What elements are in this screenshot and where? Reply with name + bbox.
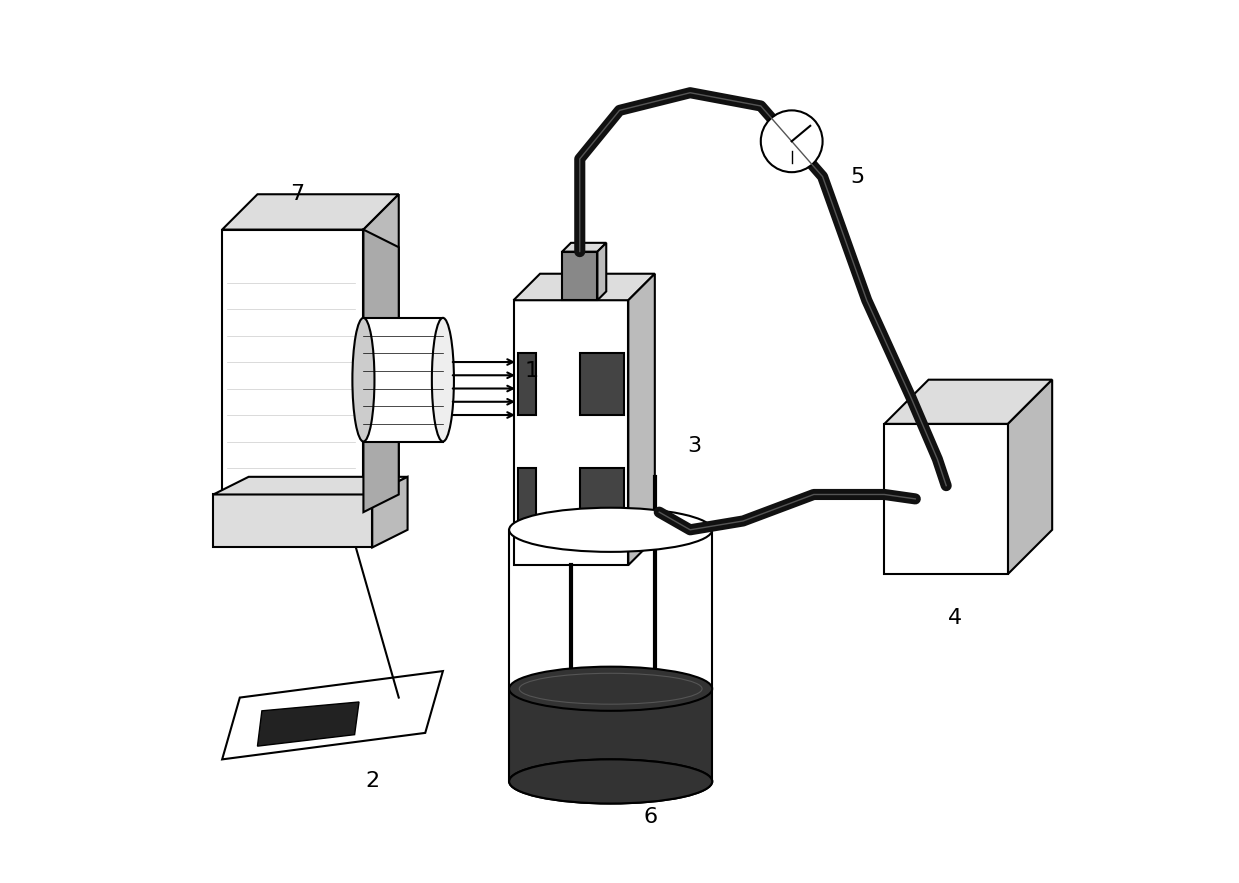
Polygon shape: [213, 494, 372, 547]
Polygon shape: [372, 477, 408, 547]
Polygon shape: [222, 194, 399, 230]
Polygon shape: [518, 468, 535, 530]
Ellipse shape: [509, 667, 712, 711]
Ellipse shape: [432, 318, 453, 442]
Circle shape: [761, 110, 823, 172]
Polygon shape: [563, 252, 597, 300]
Polygon shape: [513, 300, 628, 565]
Polygon shape: [363, 230, 399, 512]
Polygon shape: [222, 230, 363, 512]
Polygon shape: [509, 689, 712, 781]
Polygon shape: [213, 477, 408, 494]
Polygon shape: [518, 353, 535, 415]
Text: 5: 5: [851, 167, 865, 186]
Polygon shape: [363, 194, 399, 512]
Ellipse shape: [509, 759, 712, 804]
Polygon shape: [885, 380, 1052, 424]
Polygon shape: [885, 424, 1009, 574]
Polygon shape: [513, 274, 655, 300]
Text: 1: 1: [524, 361, 538, 381]
Ellipse shape: [509, 508, 712, 552]
Text: 6: 6: [643, 807, 658, 826]
Text: 7: 7: [290, 185, 305, 204]
Polygon shape: [1009, 380, 1052, 574]
Polygon shape: [222, 671, 442, 759]
Polygon shape: [580, 468, 624, 530]
Polygon shape: [563, 243, 606, 252]
Text: 3: 3: [688, 436, 701, 456]
Ellipse shape: [352, 318, 374, 442]
Text: 2: 2: [366, 772, 379, 791]
Text: 4: 4: [948, 608, 963, 628]
Polygon shape: [580, 353, 624, 415]
Polygon shape: [628, 274, 655, 565]
Ellipse shape: [509, 759, 712, 804]
Polygon shape: [258, 702, 359, 746]
Polygon shape: [597, 243, 606, 300]
Polygon shape: [363, 318, 442, 442]
